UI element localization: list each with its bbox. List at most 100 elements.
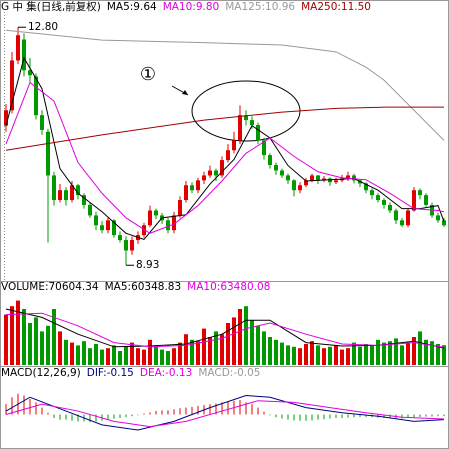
candle-body <box>382 200 386 205</box>
volume-bar <box>316 345 320 365</box>
volume-bar <box>394 338 398 365</box>
volume-bar <box>358 346 362 365</box>
candle-body <box>58 190 62 201</box>
candle-body <box>94 215 98 226</box>
volume-bar <box>238 309 242 365</box>
volume-bar <box>196 341 200 365</box>
candle-body <box>82 195 86 205</box>
candle-body <box>196 180 200 191</box>
candle-body <box>178 200 182 216</box>
candle-body <box>232 140 236 151</box>
candle-body <box>400 220 404 226</box>
volume-bar <box>40 331 44 365</box>
volume-bar <box>334 345 338 365</box>
candle-body <box>364 183 368 191</box>
note-mark: ① <box>140 64 156 85</box>
volume-bar <box>262 331 266 365</box>
volume-bar <box>298 348 302 365</box>
candle-body <box>316 175 320 181</box>
candle-body <box>334 180 338 183</box>
volume-bar <box>94 344 98 365</box>
candle-body <box>208 170 212 176</box>
candle-body <box>418 190 422 196</box>
volume-bar <box>64 339 68 365</box>
volume-bar <box>82 341 86 365</box>
candle-body <box>304 180 308 186</box>
volume-bar <box>184 334 188 365</box>
volume-bar <box>268 337 272 365</box>
volume-bar <box>22 309 26 365</box>
candle-body <box>76 185 80 196</box>
candle-body <box>154 210 158 216</box>
volume-bar <box>400 345 404 365</box>
volume-bar <box>256 325 260 365</box>
volume-bar <box>370 345 374 365</box>
candle-body <box>310 175 314 181</box>
volume-bar <box>328 346 332 365</box>
candle-body <box>100 225 104 231</box>
volume-bar <box>178 342 182 365</box>
candle-body <box>436 215 440 221</box>
candle-body <box>70 185 74 201</box>
candle-body <box>346 175 350 179</box>
header-label: MA125:10.96 <box>225 1 295 13</box>
candle-body <box>370 190 374 196</box>
volume-bar <box>364 344 368 365</box>
ma-line <box>5 400 445 428</box>
candle-body <box>64 190 68 201</box>
volume-bar <box>442 345 446 365</box>
volume-bar <box>286 345 290 365</box>
volume-bar <box>340 349 344 365</box>
volume-bar <box>160 349 164 365</box>
volume-bar <box>70 342 74 365</box>
volume-bar <box>124 346 128 365</box>
candle-body <box>22 39 26 71</box>
volume-bar <box>322 348 326 365</box>
volume-bar <box>412 337 416 365</box>
volume-bar <box>112 345 116 365</box>
volume-bar <box>304 344 308 365</box>
ma-line <box>5 56 445 240</box>
header-label: MACD:-0.05 <box>198 367 260 379</box>
candle-body <box>280 170 284 176</box>
volume-bar <box>136 348 140 365</box>
header-label: MA5:9.64 <box>107 1 157 13</box>
candle-body <box>238 115 242 141</box>
volume-bar <box>208 337 212 365</box>
candle-body <box>46 131 50 176</box>
note-arrowhead <box>182 90 188 95</box>
candle-body <box>256 125 260 141</box>
header-label: MA10:9.80 <box>163 1 220 13</box>
ma-line <box>5 29 445 141</box>
volume-bar <box>382 342 386 365</box>
candle-body <box>142 225 146 236</box>
volume-bar <box>166 351 170 365</box>
volume-bar <box>148 339 152 365</box>
candle-body <box>406 210 410 226</box>
candle-body <box>412 190 416 211</box>
volume-bar <box>100 349 104 365</box>
candle-body <box>328 178 332 183</box>
volume-bar <box>88 348 92 365</box>
candle-body <box>298 185 302 191</box>
volume-bar <box>52 309 56 365</box>
annotation-label: 8.93 <box>136 259 159 271</box>
candle-body <box>184 185 188 201</box>
annotation-label: 12.80 <box>28 21 58 33</box>
volume-bar <box>106 348 110 365</box>
volume-bar <box>46 325 50 365</box>
header-label: DIF:-0.15 <box>87 367 134 379</box>
candle-body <box>28 70 32 76</box>
volume-bar <box>172 348 176 365</box>
candle-body <box>202 175 206 181</box>
volume-bar <box>424 339 428 365</box>
volume-bar <box>310 341 314 365</box>
volume-bar <box>28 323 32 365</box>
volume-bar <box>154 345 158 365</box>
candle-body <box>292 180 296 191</box>
candle-body <box>262 140 266 156</box>
header-label: DEA:-0.13 <box>140 367 192 379</box>
candle-body <box>40 115 44 130</box>
candle-body <box>148 210 152 226</box>
